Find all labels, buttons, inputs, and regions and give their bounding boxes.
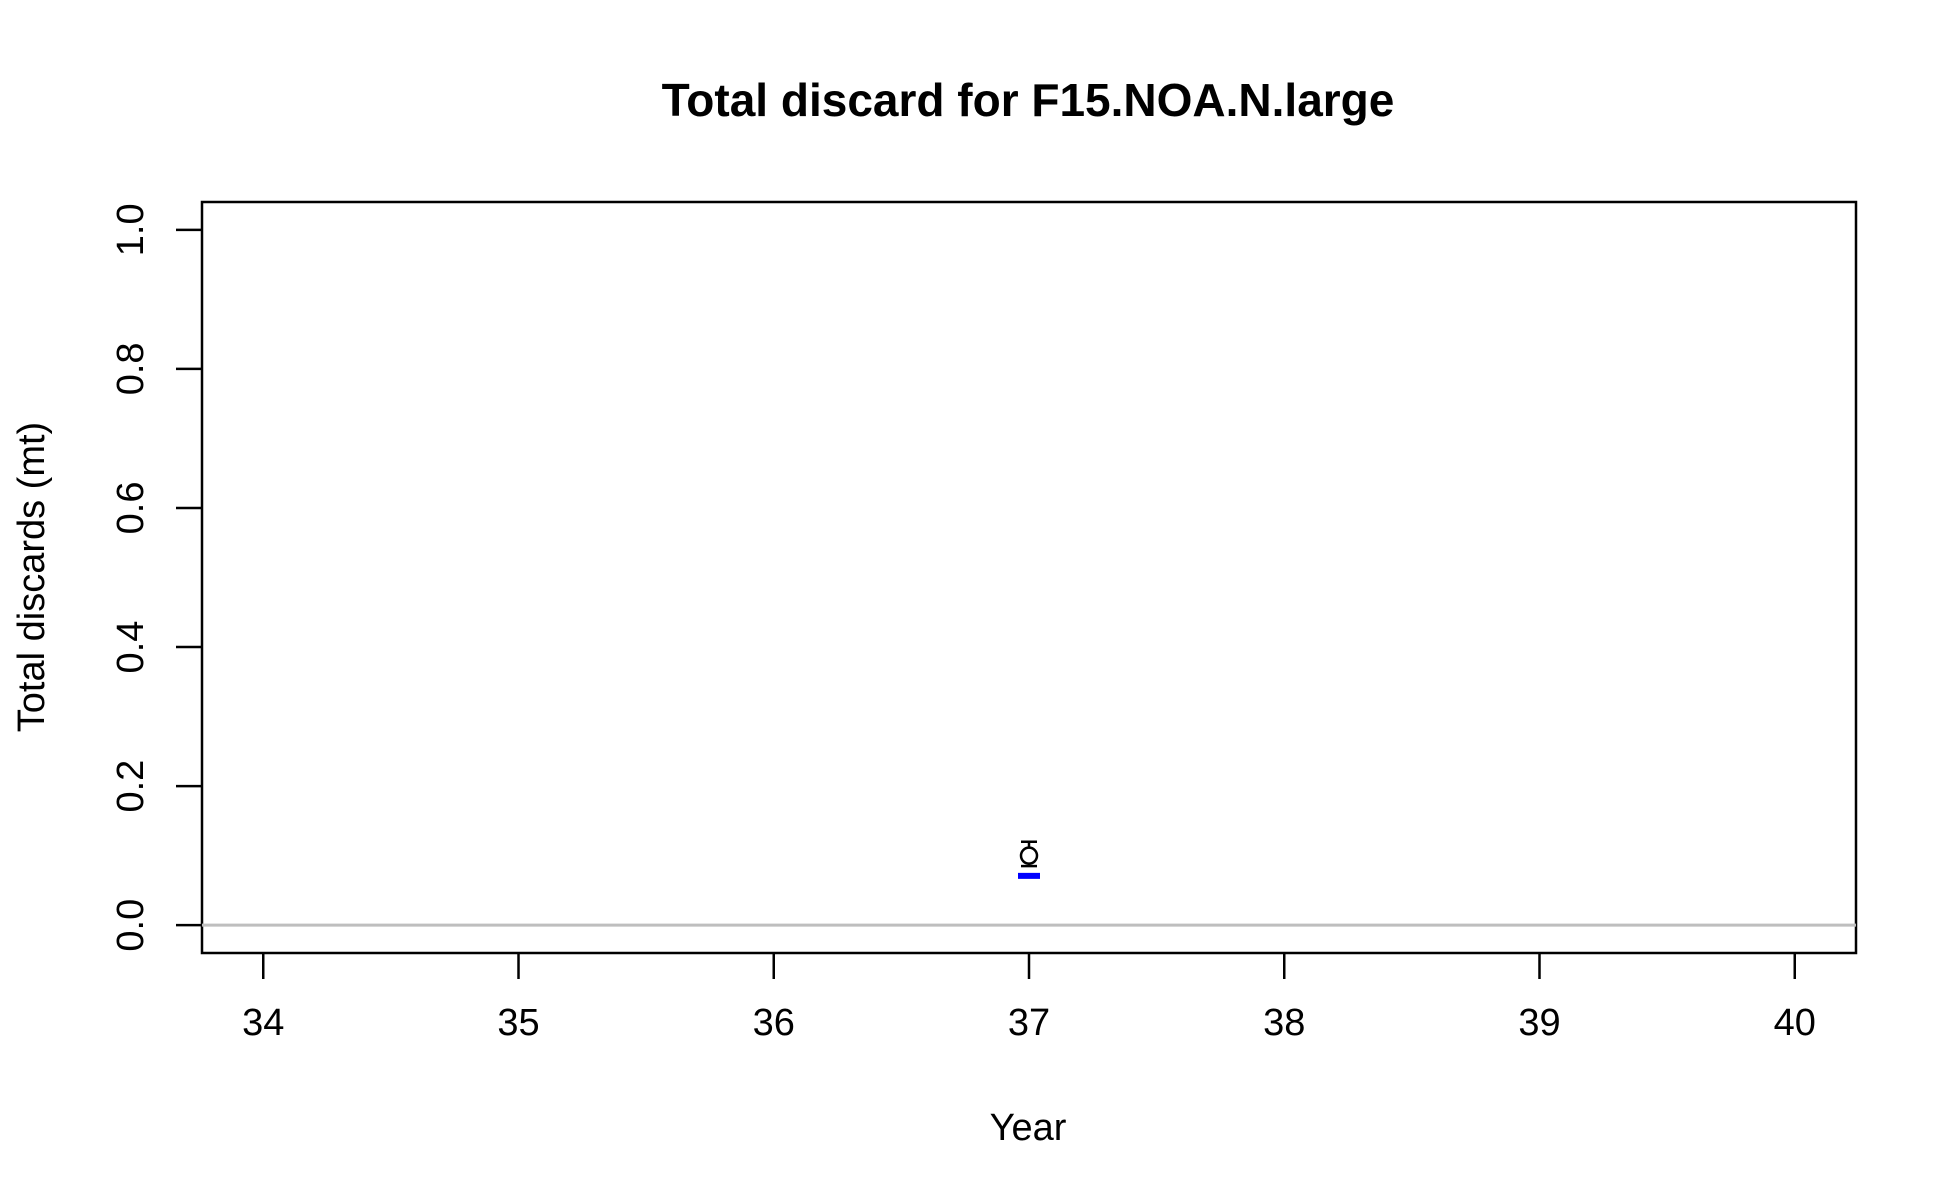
x-tick-label: 36 xyxy=(753,1002,795,1044)
x-tick-label: 37 xyxy=(1008,1002,1050,1044)
plot-frame xyxy=(200,200,1858,955)
y-axis-label: Total discards (mt) xyxy=(11,422,53,732)
y-axis: 0.0 0.2 0.4 0.6 0.8 1.0 xyxy=(110,203,202,952)
x-tick-label: 34 xyxy=(242,1002,284,1044)
x-axis-label: Year xyxy=(990,1107,1067,1149)
x-axis: 34 35 36 37 38 39 40 xyxy=(242,953,1816,1044)
x-tick-label: 38 xyxy=(1263,1002,1305,1044)
y-tick-label: 0.4 xyxy=(110,621,152,674)
chart-title: Total discard for F15.NOA.N.large xyxy=(662,74,1395,126)
y-tick-label: 0.2 xyxy=(110,760,152,813)
data-marks xyxy=(1018,840,1040,879)
y-tick-label: 1.0 xyxy=(110,203,152,256)
data-point xyxy=(1019,846,1039,865)
y-tick-label: 0.0 xyxy=(110,899,152,952)
plot-area xyxy=(200,200,1858,955)
x-tick-label: 40 xyxy=(1774,1002,1816,1044)
y-tick-label: 0.6 xyxy=(110,482,152,535)
y-tick-label: 0.8 xyxy=(110,342,152,395)
x-tick-label: 35 xyxy=(497,1002,539,1044)
x-tick-label: 39 xyxy=(1518,1002,1560,1044)
